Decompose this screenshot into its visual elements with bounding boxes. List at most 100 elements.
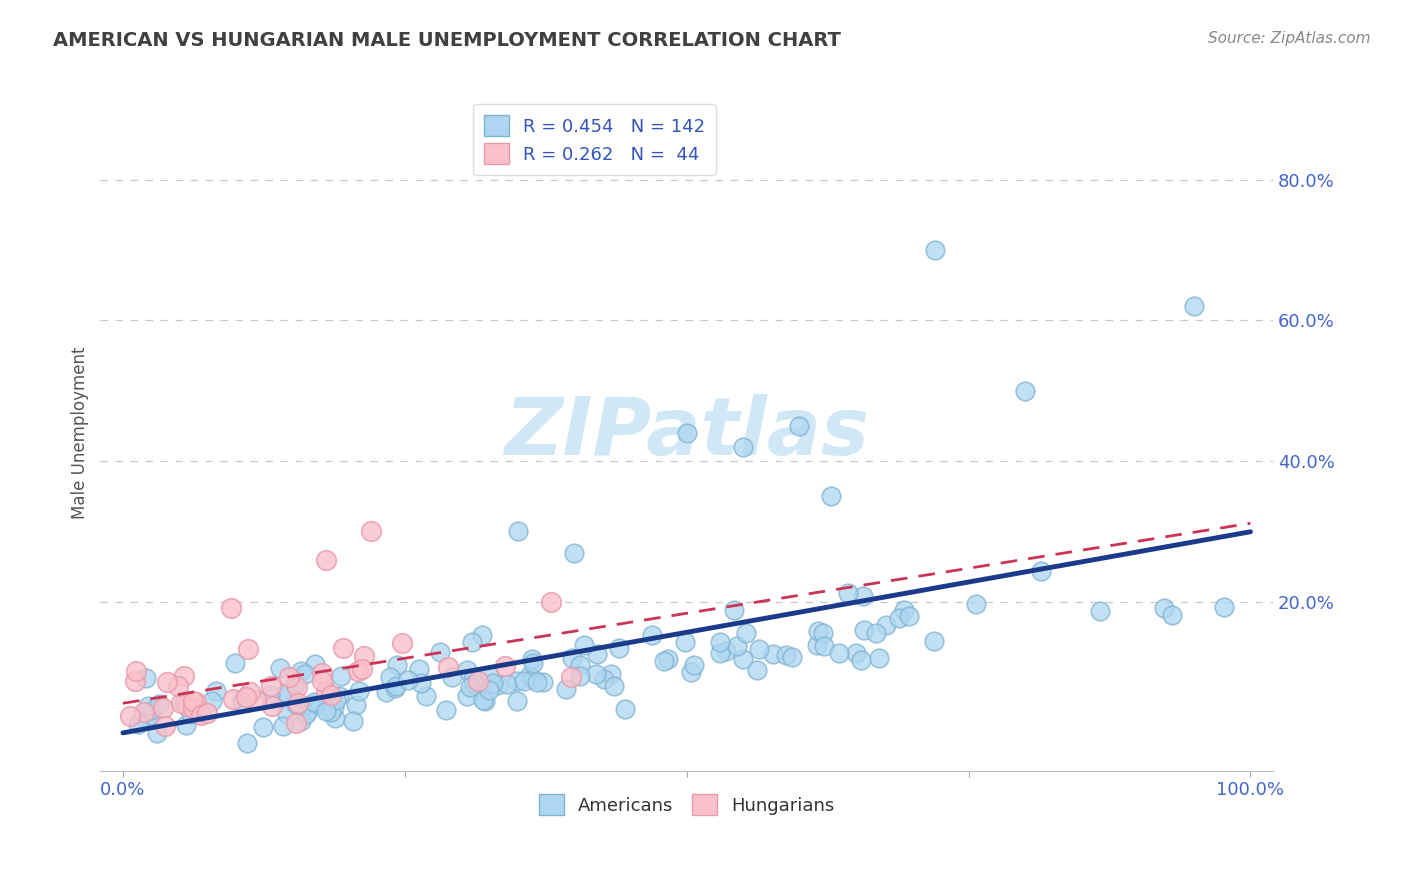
Text: AMERICAN VS HUNGARIAN MALE UNEMPLOYMENT CORRELATION CHART: AMERICAN VS HUNGARIAN MALE UNEMPLOYMENT … bbox=[53, 31, 841, 50]
Point bbox=[170, 696, 193, 710]
Point bbox=[811, 626, 834, 640]
Point bbox=[807, 624, 830, 638]
Point bbox=[236, 735, 259, 749]
Point bbox=[259, 688, 281, 702]
Text: Source: ZipAtlas.com: Source: ZipAtlas.com bbox=[1208, 31, 1371, 46]
Point bbox=[260, 698, 283, 713]
Point bbox=[429, 645, 451, 659]
Point bbox=[284, 677, 307, 691]
Point bbox=[136, 698, 159, 713]
Point bbox=[302, 695, 325, 709]
Point bbox=[716, 643, 738, 657]
Point bbox=[294, 667, 316, 681]
Point bbox=[311, 665, 333, 680]
Point bbox=[845, 646, 868, 660]
Point bbox=[440, 670, 463, 684]
Point bbox=[325, 693, 347, 707]
Point bbox=[709, 635, 731, 649]
Point bbox=[456, 663, 478, 677]
Point bbox=[252, 720, 274, 734]
Point bbox=[127, 716, 149, 731]
Point bbox=[586, 647, 609, 661]
Point bbox=[572, 638, 595, 652]
Point bbox=[522, 672, 544, 686]
Point bbox=[1153, 601, 1175, 615]
Point bbox=[1182, 299, 1205, 313]
Point bbox=[725, 639, 748, 653]
Point bbox=[820, 489, 842, 503]
Point bbox=[276, 686, 298, 700]
Point bbox=[1088, 604, 1111, 618]
Point bbox=[304, 697, 326, 711]
Point bbox=[437, 660, 460, 674]
Point bbox=[613, 702, 636, 716]
Point bbox=[828, 646, 851, 660]
Point bbox=[531, 675, 554, 690]
Point bbox=[837, 585, 859, 599]
Point bbox=[415, 689, 437, 703]
Point bbox=[260, 679, 283, 693]
Point bbox=[384, 679, 406, 693]
Point bbox=[599, 666, 621, 681]
Point bbox=[231, 694, 253, 708]
Point bbox=[1014, 384, 1036, 398]
Point bbox=[482, 675, 505, 690]
Point bbox=[478, 668, 501, 682]
Point bbox=[353, 648, 375, 663]
Point bbox=[201, 694, 224, 708]
Point bbox=[681, 665, 703, 680]
Point bbox=[238, 641, 260, 656]
Point bbox=[512, 673, 534, 688]
Point bbox=[342, 714, 364, 728]
Point bbox=[852, 590, 875, 604]
Point bbox=[657, 652, 679, 666]
Point bbox=[222, 691, 245, 706]
Point bbox=[851, 653, 873, 667]
Point bbox=[734, 625, 756, 640]
Point bbox=[540, 595, 562, 609]
Point bbox=[875, 618, 897, 632]
Point bbox=[391, 635, 413, 649]
Point bbox=[344, 698, 367, 712]
Point bbox=[167, 679, 190, 693]
Point bbox=[396, 673, 419, 687]
Point bbox=[461, 634, 484, 648]
Point bbox=[148, 697, 170, 711]
Point bbox=[745, 663, 768, 677]
Point bbox=[136, 714, 159, 728]
Point bbox=[124, 673, 146, 688]
Point bbox=[562, 545, 585, 559]
Point bbox=[898, 609, 921, 624]
Point bbox=[124, 665, 146, 679]
Point bbox=[118, 709, 141, 723]
Point bbox=[520, 652, 543, 666]
Point bbox=[173, 696, 195, 710]
Point bbox=[319, 688, 342, 702]
Point bbox=[478, 682, 501, 697]
Point bbox=[384, 681, 406, 695]
Point bbox=[748, 642, 770, 657]
Point bbox=[673, 634, 696, 648]
Point bbox=[593, 672, 616, 686]
Point bbox=[245, 693, 267, 707]
Point bbox=[1031, 565, 1053, 579]
Point bbox=[139, 702, 162, 716]
Point bbox=[219, 601, 242, 615]
Point bbox=[269, 661, 291, 675]
Point bbox=[641, 628, 664, 642]
Point bbox=[780, 649, 803, 664]
Point bbox=[813, 640, 835, 654]
Point bbox=[456, 689, 478, 703]
Point bbox=[709, 646, 731, 660]
Point bbox=[224, 656, 246, 670]
Point bbox=[309, 698, 332, 712]
Point bbox=[315, 552, 337, 566]
Point bbox=[328, 689, 350, 703]
Point bbox=[277, 669, 299, 683]
Point bbox=[461, 672, 484, 686]
Point bbox=[652, 654, 675, 668]
Point bbox=[568, 658, 591, 673]
Point bbox=[304, 657, 326, 672]
Point bbox=[789, 419, 811, 434]
Point bbox=[922, 633, 945, 648]
